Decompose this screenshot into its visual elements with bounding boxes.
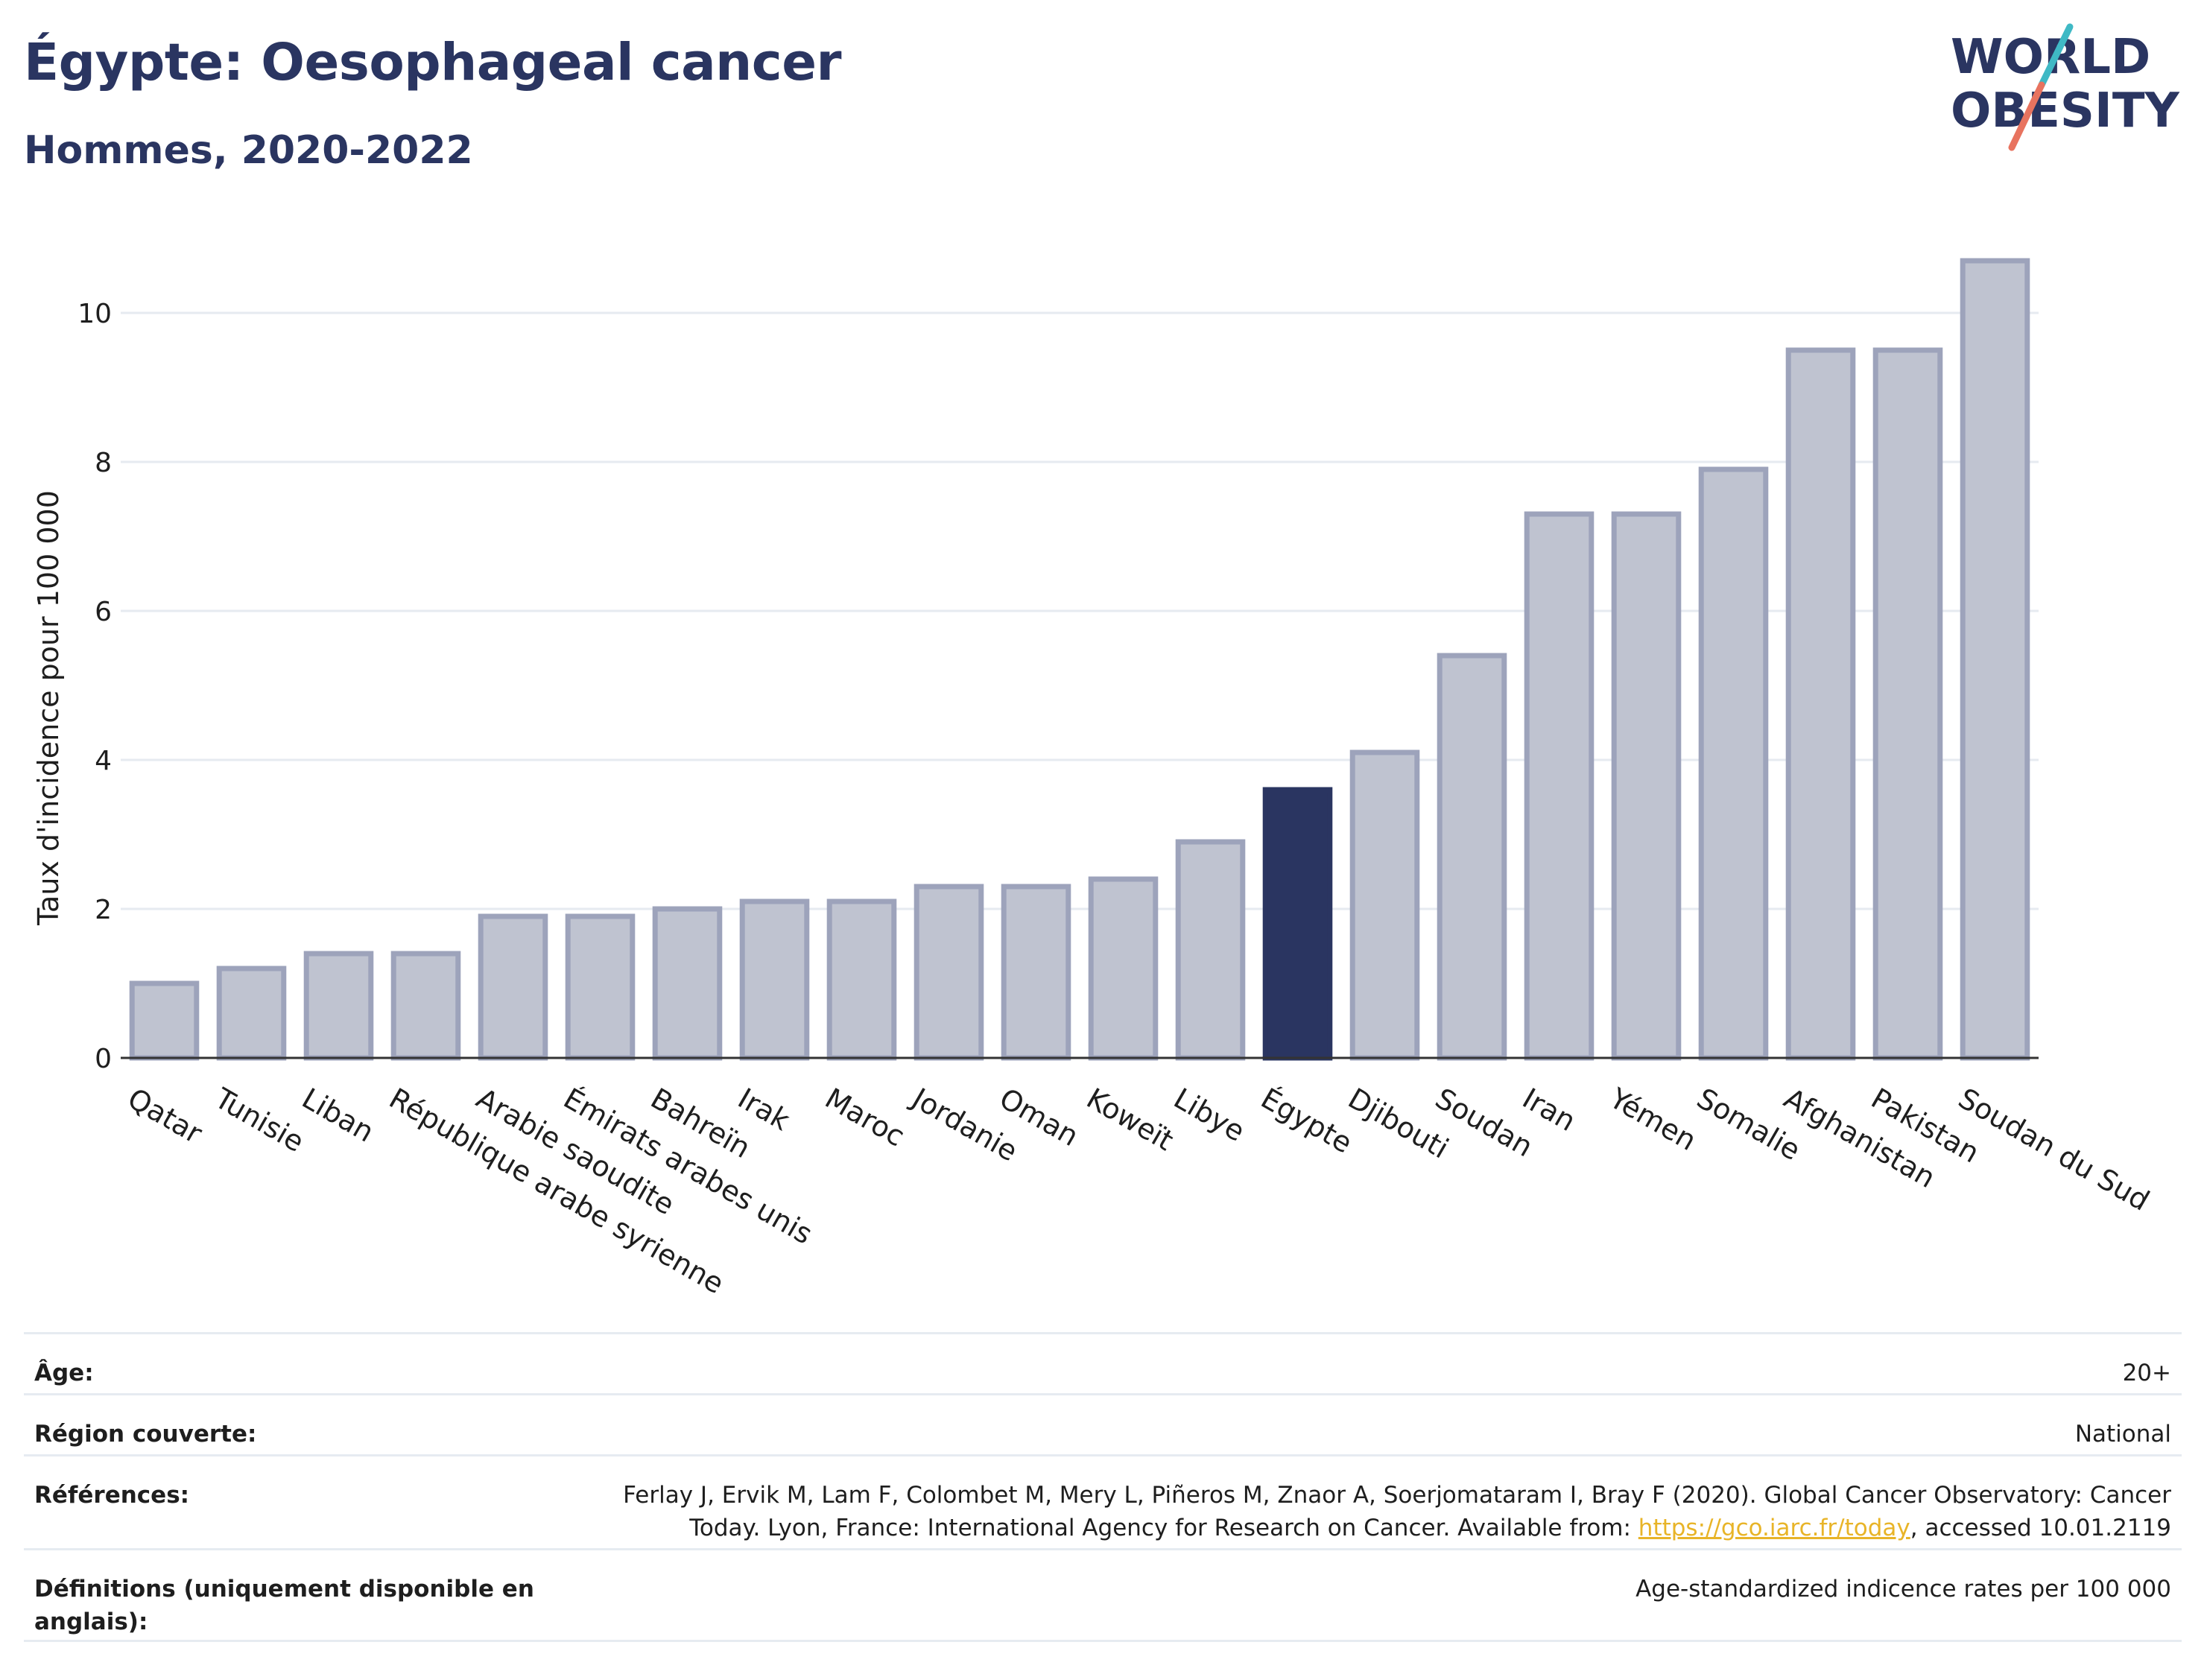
info-row-region: Région couverte: National [24,1393,2182,1454]
age-label: Âge: [34,1360,94,1386]
bar-14 [1262,787,1333,1061]
info-row-age: Âge: 20+ [24,1332,2182,1393]
x-tick-label: Soudan [1430,1082,1539,1164]
bar-9 [826,898,897,1061]
bar-16 [1437,653,1507,1061]
bar-18 [1611,511,1682,1061]
definitions-value: Age-standardized indicence rates per 100… [1635,1576,2171,1603]
bar-7 [652,906,723,1061]
info-row-references: Références: Ferlay J, Ervik M, Lam F, Co… [24,1454,2182,1548]
bar-21 [1872,347,1943,1061]
bar-1 [129,980,200,1061]
bar-8 [739,898,810,1061]
references-link[interactable]: https://gco.iarc.fr/today [1638,1515,1910,1541]
x-tick-label: Libye [1168,1082,1250,1148]
age-value: 20+ [2122,1360,2171,1386]
bar-13 [1175,839,1246,1061]
page-title: Égypte: Oesophageal cancer [24,33,842,92]
grid-lines [121,311,2039,910]
y-tick-label: 2 [95,895,112,925]
references-accessed: , accessed 10.01.2119 [1910,1515,2171,1541]
bar-12 [1088,876,1159,1061]
x-tick-label: Djibouti [1343,1082,1454,1165]
bars [129,258,2030,1061]
x-tick-label: Qatar [122,1082,208,1150]
info-table: Âge: 20+ Région couverte: National Référ… [24,1332,2182,1642]
references-value: Ferlay J, Ervik M, Lam F, Colombet M, Me… [569,1479,2171,1544]
logo-text-world: WORLD [1951,30,2150,85]
x-tick-label: Soudan du Sud [1953,1082,2155,1217]
bar-3 [303,951,374,1061]
bar-5 [478,913,548,1061]
bar-4 [390,951,461,1061]
y-tick-label: 6 [95,597,112,627]
y-tick-label: 4 [95,746,112,776]
page-subtitle: Hommes, 2020-2022 [24,128,473,173]
references-text: Ferlay J, Ervik M, Lam F, Colombet M, Me… [623,1482,2171,1541]
x-tick-label: Yémen [1603,1081,1702,1157]
region-value: National [2074,1421,2171,1448]
world-obesity-logo: WORLD OBESITY [1951,23,2179,151]
definitions-label: Définitions (uniquement disponible en an… [34,1576,534,1635]
x-tick-label: Liban [297,1082,379,1149]
y-tick-labels: 0 2 4 6 8 10 [77,299,112,1074]
bar-22 [1960,258,2030,1061]
logo-slash-teal [2038,23,2074,89]
logo-slash-coral [2008,81,2045,151]
bar-2 [216,966,287,1061]
bar-10 [913,884,984,1061]
logo-text-obesity: OBESITY [1951,83,2179,139]
y-tick-label: 10 [77,299,112,329]
x-tick-label: Maroc [820,1082,911,1153]
bar-20 [1785,347,1856,1061]
bar-6 [565,913,636,1061]
bar-19 [1698,466,1769,1061]
y-axis-label: Taux d'incidence pour 100 000 [32,490,65,926]
references-label: Références: [34,1482,190,1509]
x-tick-label: Koweït [1081,1082,1179,1157]
x-tick-label: Tunisie [209,1081,309,1158]
y-tick-label: 0 [95,1044,112,1074]
bar-15 [1349,749,1420,1061]
bar-17 [1524,511,1595,1061]
bar-11 [1001,884,1071,1061]
region-label: Région couverte: [34,1421,257,1448]
y-tick-label: 8 [95,448,112,478]
x-tick-label: Égypte [1255,1082,1358,1160]
info-row-definitions: Définitions (uniquement disponible en an… [24,1548,2182,1642]
